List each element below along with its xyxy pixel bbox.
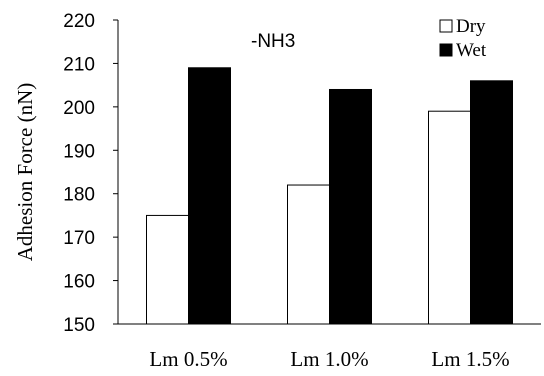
- x-category-labels: Lm 0.5% Lm 1.0% Lm 1.5%: [149, 347, 509, 371]
- legend-swatch-dry: [439, 19, 453, 33]
- bar-wet-3: [470, 80, 513, 325]
- y-tick-label: 170: [63, 228, 95, 249]
- bar-wet-2: [329, 88, 372, 325]
- legend: Dry Wet: [439, 16, 487, 61]
- x-category-label: Lm 0.5%: [149, 347, 227, 371]
- y-tick-labels: 150 160 170 180 190 200 210 220: [63, 11, 95, 336]
- bar-wet-1: [188, 67, 231, 325]
- y-tick-label: 210: [63, 54, 95, 75]
- y-tick-label: 160: [63, 272, 95, 293]
- legend-swatch-wet: [439, 43, 453, 57]
- bar-dry-1: [146, 214, 189, 325]
- x-category-label: Lm 1.0%: [290, 347, 368, 371]
- bar-dry-3: [428, 110, 471, 325]
- y-tick-label: 200: [63, 98, 95, 119]
- y-axis-label: Adhesion Force (nN): [13, 83, 37, 261]
- bar-dry-2: [287, 184, 330, 325]
- x-category-label: Lm 1.5%: [431, 347, 509, 371]
- y-tick-label: 180: [63, 185, 95, 206]
- chart-annotation: -NH3: [251, 31, 295, 52]
- y-tick-label: 190: [63, 141, 95, 162]
- y-tick-label: 150: [63, 315, 95, 336]
- legend-label-wet: Wet: [456, 40, 487, 61]
- bars: [146, 67, 513, 325]
- y-tick-label: 220: [63, 11, 95, 32]
- legend-label-dry: Dry: [456, 16, 486, 37]
